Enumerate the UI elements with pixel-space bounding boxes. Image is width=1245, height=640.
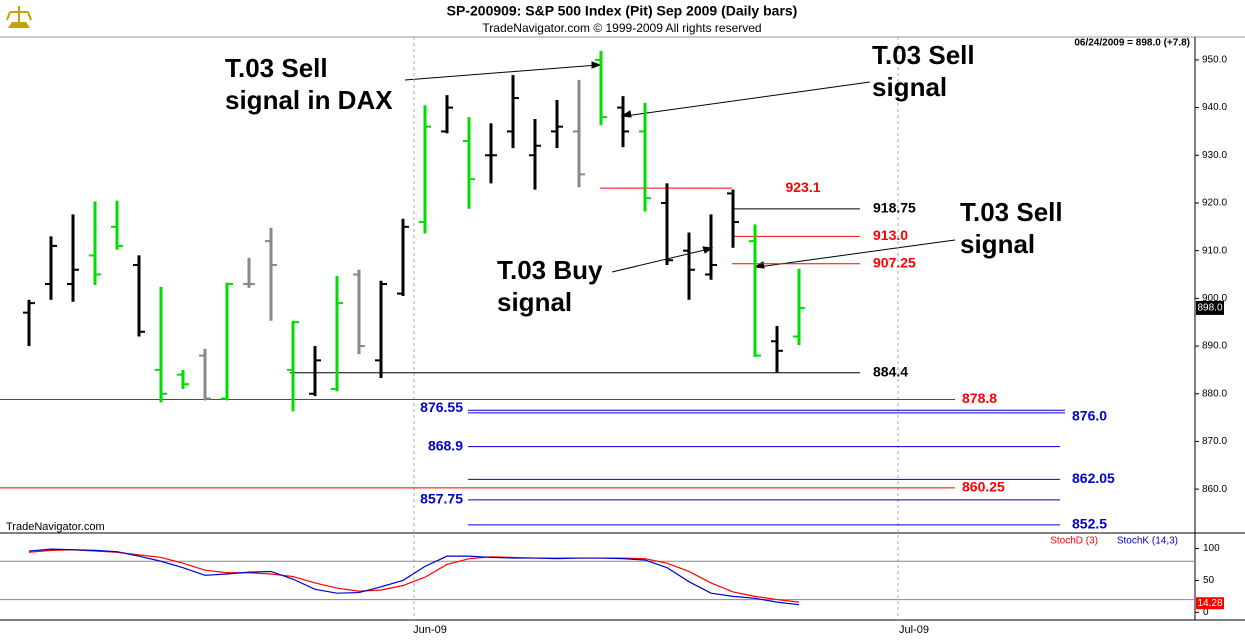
stoch-y-tick-label: 100 [1203, 543, 1220, 554]
stoch-line [28, 549, 800, 603]
annotation: signal [497, 287, 572, 317]
arrows [404, 61, 956, 273]
level-label: 860.25 [962, 479, 1005, 495]
level-label: 862.05 [1072, 470, 1115, 486]
y-tick-label: 910.0 [1202, 245, 1227, 256]
level-label: 878.8 [962, 390, 997, 406]
level-label: 923.1 [785, 179, 820, 195]
y-tick-label: 860.0 [1202, 484, 1227, 495]
y-tick-label: 930.0 [1202, 150, 1227, 161]
level-label: 913.0 [873, 227, 908, 243]
watermark: TradeNavigator.com [6, 521, 105, 533]
stoch-value-label: 14.28 [1197, 598, 1222, 609]
stoch-y-tick-label: 50 [1203, 575, 1215, 586]
annotation: T.03 Sell [872, 40, 975, 70]
y-tick-label: 870.0 [1202, 436, 1227, 447]
y-tick-label: 920.0 [1202, 198, 1227, 209]
annotation: signal [960, 229, 1035, 259]
annotation: signal [872, 72, 947, 102]
chart-title: SP-200909: S&P 500 Index (Pit) Sep 2009 … [447, 3, 798, 19]
annotation: signal in DAX [225, 85, 393, 115]
annotation: T.03 Sell [225, 53, 328, 83]
level-label: 868.9 [428, 437, 463, 453]
price-box [1196, 300, 1224, 315]
stoch-y-tick-label: 0 [1203, 607, 1209, 618]
y-tick-label: 940.0 [1202, 102, 1227, 113]
price-box-label: 898.0 [1197, 303, 1222, 314]
y-tick-label: 900.0 [1202, 293, 1227, 304]
legend-entry: StochK (14,3) [1117, 536, 1178, 547]
level-label: 907.25 [873, 254, 916, 270]
legend-entry: StochD (3) [1050, 536, 1098, 547]
x-tick-label: Jul-09 [899, 624, 929, 636]
level-label: 857.75 [420, 491, 463, 507]
stoch-line [28, 548, 800, 606]
level-label: 876.0 [1072, 408, 1107, 424]
level-label: 884.4 [873, 363, 908, 379]
level-label: 876.55 [420, 399, 463, 415]
status: 06/24/2009 = 898.0 (+7.8) [1074, 38, 1190, 49]
annotation: T.03 Buy [497, 255, 603, 285]
y-tick-label: 890.0 [1202, 341, 1227, 352]
y-tick-label: 880.0 [1202, 388, 1227, 399]
subtitle: TradeNavigator.com © 1999-2009 All right… [482, 21, 761, 35]
annotation: T.03 Sell [960, 197, 1063, 227]
logo [6, 6, 32, 28]
level-label: 852.5 [1072, 516, 1107, 532]
x-tick-label: Jun-09 [413, 624, 447, 636]
y-tick-label: 950.0 [1202, 55, 1227, 66]
stoch-value-box [1196, 597, 1224, 610]
level-label: 918.75 [873, 200, 916, 216]
